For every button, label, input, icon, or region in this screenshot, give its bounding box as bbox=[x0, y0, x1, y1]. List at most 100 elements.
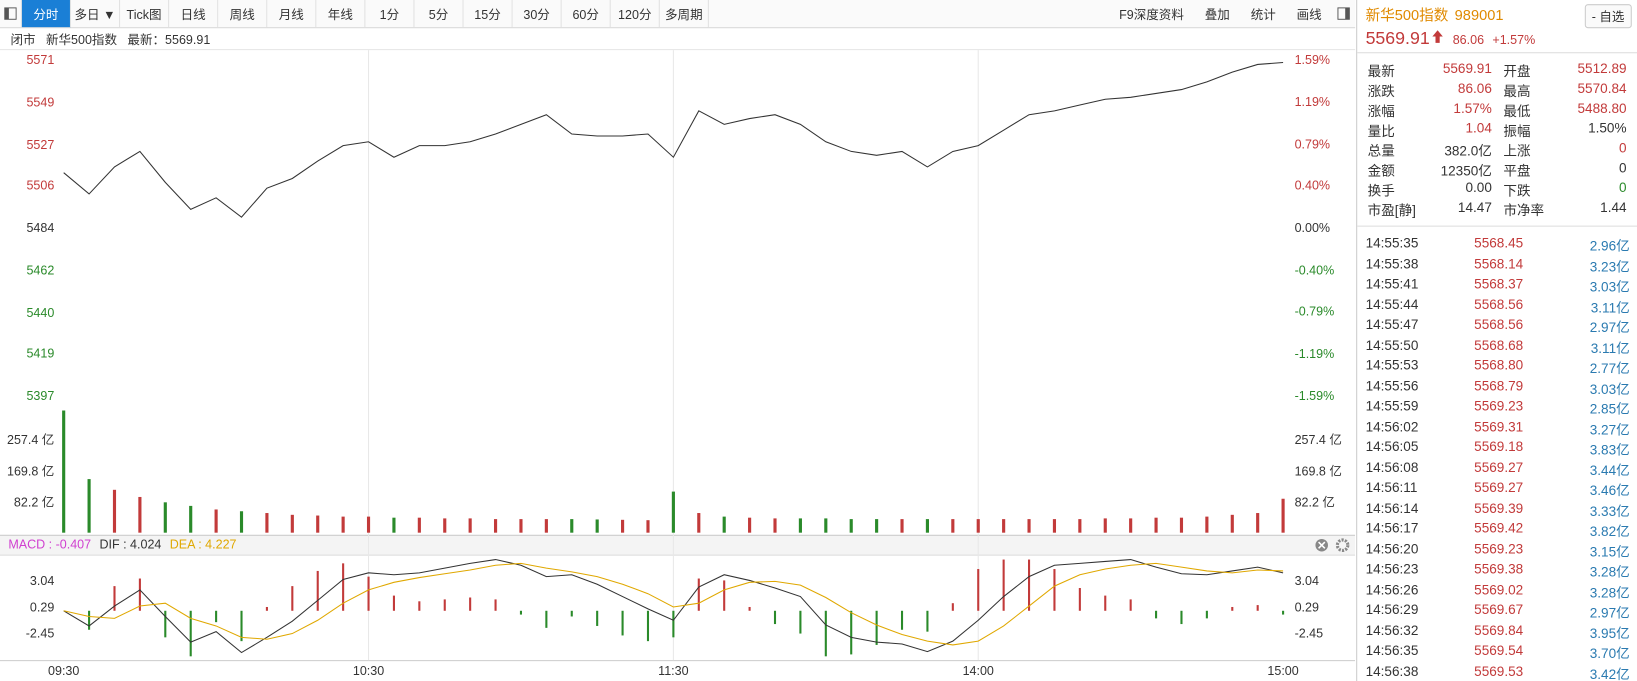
quote-price: 5569.91 bbox=[1365, 28, 1430, 49]
volume-bar bbox=[1129, 518, 1133, 533]
trade-row: 14:55:41 5568.37 3.03亿 bbox=[1357, 276, 1637, 296]
trade-time: 14:56:08 bbox=[1365, 459, 1419, 475]
tab[interactable]: 多周期 bbox=[660, 0, 709, 28]
macd-bar bbox=[621, 610, 624, 636]
y2-tick-label: -0.40% bbox=[1295, 263, 1335, 277]
tab[interactable]: 1分 bbox=[365, 0, 415, 28]
x-tick-label: 09:30 bbox=[48, 664, 79, 678]
close-icon-x bbox=[1318, 541, 1326, 549]
settings-icon bbox=[1335, 538, 1350, 553]
trade-price: 5569.84 bbox=[1474, 621, 1524, 638]
tab[interactable]: 60分 bbox=[562, 0, 611, 28]
watchlist-button[interactable]: - 自选 bbox=[1584, 4, 1632, 29]
info-bar: 闭市 新华500指数 最新：5569.91 bbox=[0, 28, 1356, 51]
y-tick-label: 5440 bbox=[26, 306, 54, 320]
panel-toggle[interactable] bbox=[1332, 0, 1355, 27]
volume-bar bbox=[925, 519, 929, 533]
quote-value: 0 bbox=[1619, 179, 1627, 196]
trade-time: 14:56:11 bbox=[1365, 479, 1418, 496]
y-tick-label: 3.04 bbox=[30, 574, 54, 588]
volume-bar bbox=[493, 519, 498, 533]
trade-row: 14:55:47 5568.56 2.97亿 bbox=[1357, 316, 1637, 336]
trade-volume: 2.85亿 bbox=[1589, 401, 1630, 417]
quote-row: 量比 1.04 振幅 1.50% bbox=[1357, 120, 1637, 140]
trade-time: 14:56:17 bbox=[1365, 520, 1419, 536]
tool-button[interactable]: 叠加 bbox=[1204, 6, 1230, 22]
tab[interactable]: 日线 bbox=[169, 0, 219, 28]
tab[interactable]: 分时 bbox=[21, 0, 71, 28]
macd-bar bbox=[1129, 599, 1132, 611]
volume-bar bbox=[773, 518, 777, 533]
y-tick-label: 5527 bbox=[26, 138, 54, 152]
volume-bar bbox=[824, 518, 828, 533]
trade-row: 14:56:29 5569.67 2.97亿 bbox=[1357, 602, 1637, 622]
macd-bar bbox=[1002, 559, 1005, 611]
tool-button[interactable]: 画线 bbox=[1296, 6, 1322, 22]
toolbar: 分时 多日 ▼ Tick图 日线 周线 月线 年线 1分 5分 15分 30分 60分 120分 多周期 … bbox=[0, 0, 1356, 29]
quote-label: 量比 bbox=[1367, 123, 1395, 139]
trade-time: 14:55:59 bbox=[1365, 397, 1419, 414]
trade-row: 14:55:35 5568.45 2.96亿 bbox=[1357, 235, 1637, 255]
trade-row: 14:55:44 5568.56 3.11亿 bbox=[1357, 296, 1637, 316]
macd-bar bbox=[443, 599, 446, 611]
trade-volume: 3.33亿 bbox=[1589, 502, 1630, 519]
tool-button[interactable]: F9深度资料 bbox=[1119, 6, 1184, 22]
trade-row: 14:56:02 5569.31 3.27亿 bbox=[1357, 418, 1637, 438]
quote-value: 5569.91 bbox=[1442, 60, 1492, 77]
trade-price: 5568.14 bbox=[1474, 255, 1524, 272]
trade-row: 14:56:32 5569.84 3.95亿 bbox=[1357, 622, 1637, 642]
macd-bar bbox=[672, 610, 675, 638]
macd-bar bbox=[570, 610, 573, 617]
price-line bbox=[63, 61, 1284, 218]
status: 闭市 bbox=[10, 31, 36, 47]
macd-bar bbox=[1256, 605, 1259, 611]
quote-label: 开盘 bbox=[1503, 63, 1531, 80]
y-tick-label: -2.45 bbox=[26, 626, 55, 640]
quote-name: 新华500指数 bbox=[1365, 6, 1449, 23]
volume-bar bbox=[316, 515, 320, 533]
macd-bar bbox=[697, 578, 700, 611]
tab[interactable]: 15分 bbox=[464, 0, 513, 28]
volume-bar bbox=[392, 517, 396, 533]
tab[interactable]: 5分 bbox=[414, 0, 464, 28]
tool-button[interactable]: 统计 bbox=[1250, 6, 1276, 22]
trade-time: 14:55:38 bbox=[1365, 255, 1419, 272]
trade-time: 14:55:50 bbox=[1365, 336, 1419, 353]
tab[interactable]: 年线 bbox=[316, 0, 366, 28]
trade-price: 5569.38 bbox=[1474, 560, 1524, 577]
volume-bar bbox=[849, 519, 853, 533]
trade-price: 5568.56 bbox=[1474, 316, 1524, 333]
tab[interactable]: Tick图 bbox=[120, 0, 170, 28]
macd-bar bbox=[926, 610, 929, 632]
volume-bar bbox=[646, 520, 650, 533]
legend-entry: DEA : 4.227 bbox=[170, 538, 237, 552]
volume-bar bbox=[1002, 519, 1006, 533]
volume-bar bbox=[1256, 513, 1260, 533]
macd-bar bbox=[646, 610, 650, 642]
y-tick-label: 5462 bbox=[26, 264, 54, 278]
quote-value: 5512.89 bbox=[1577, 60, 1627, 77]
trade-volume: 3.44亿 bbox=[1589, 462, 1630, 478]
volume-bar bbox=[1154, 517, 1158, 533]
panel-toggle[interactable] bbox=[0, 0, 22, 28]
trade-time: 14:56:05 bbox=[1365, 438, 1419, 455]
tab[interactable]: 月线 bbox=[267, 0, 317, 28]
volume-bar bbox=[1103, 518, 1107, 533]
legend-entry: DIF : 4.024 bbox=[99, 538, 161, 552]
quote-price-row: 5569.91 86.06 +1.57% bbox=[1366, 28, 1536, 49]
trade-row: 14:55:56 5568.79 3.03亿 bbox=[1357, 378, 1637, 398]
tab[interactable]: 30分 bbox=[513, 0, 562, 28]
y2-tick-label: 0.79% bbox=[1295, 138, 1330, 152]
trade-price: 5568.80 bbox=[1474, 357, 1524, 373]
quote-row: 换手 0.00 下跌 0 bbox=[1357, 180, 1637, 200]
volume-bar bbox=[417, 517, 421, 533]
tab[interactable]: 周线 bbox=[218, 0, 268, 28]
chart-area: 09:30 10:30 11:30 14:00 15:00 5571 5549 5527 550… bbox=[0, 0, 1356, 678]
quote-label: 上涨 bbox=[1503, 143, 1531, 159]
trade-volume: 3.28亿 bbox=[1589, 584, 1630, 601]
y-tick-label: 3.04 bbox=[1295, 574, 1319, 588]
macd-controls[interactable] bbox=[1315, 538, 1350, 553]
tab[interactable]: 多日 ▼ bbox=[71, 0, 121, 28]
volume-bar bbox=[1052, 519, 1057, 533]
tab[interactable]: 120分 bbox=[611, 0, 660, 28]
